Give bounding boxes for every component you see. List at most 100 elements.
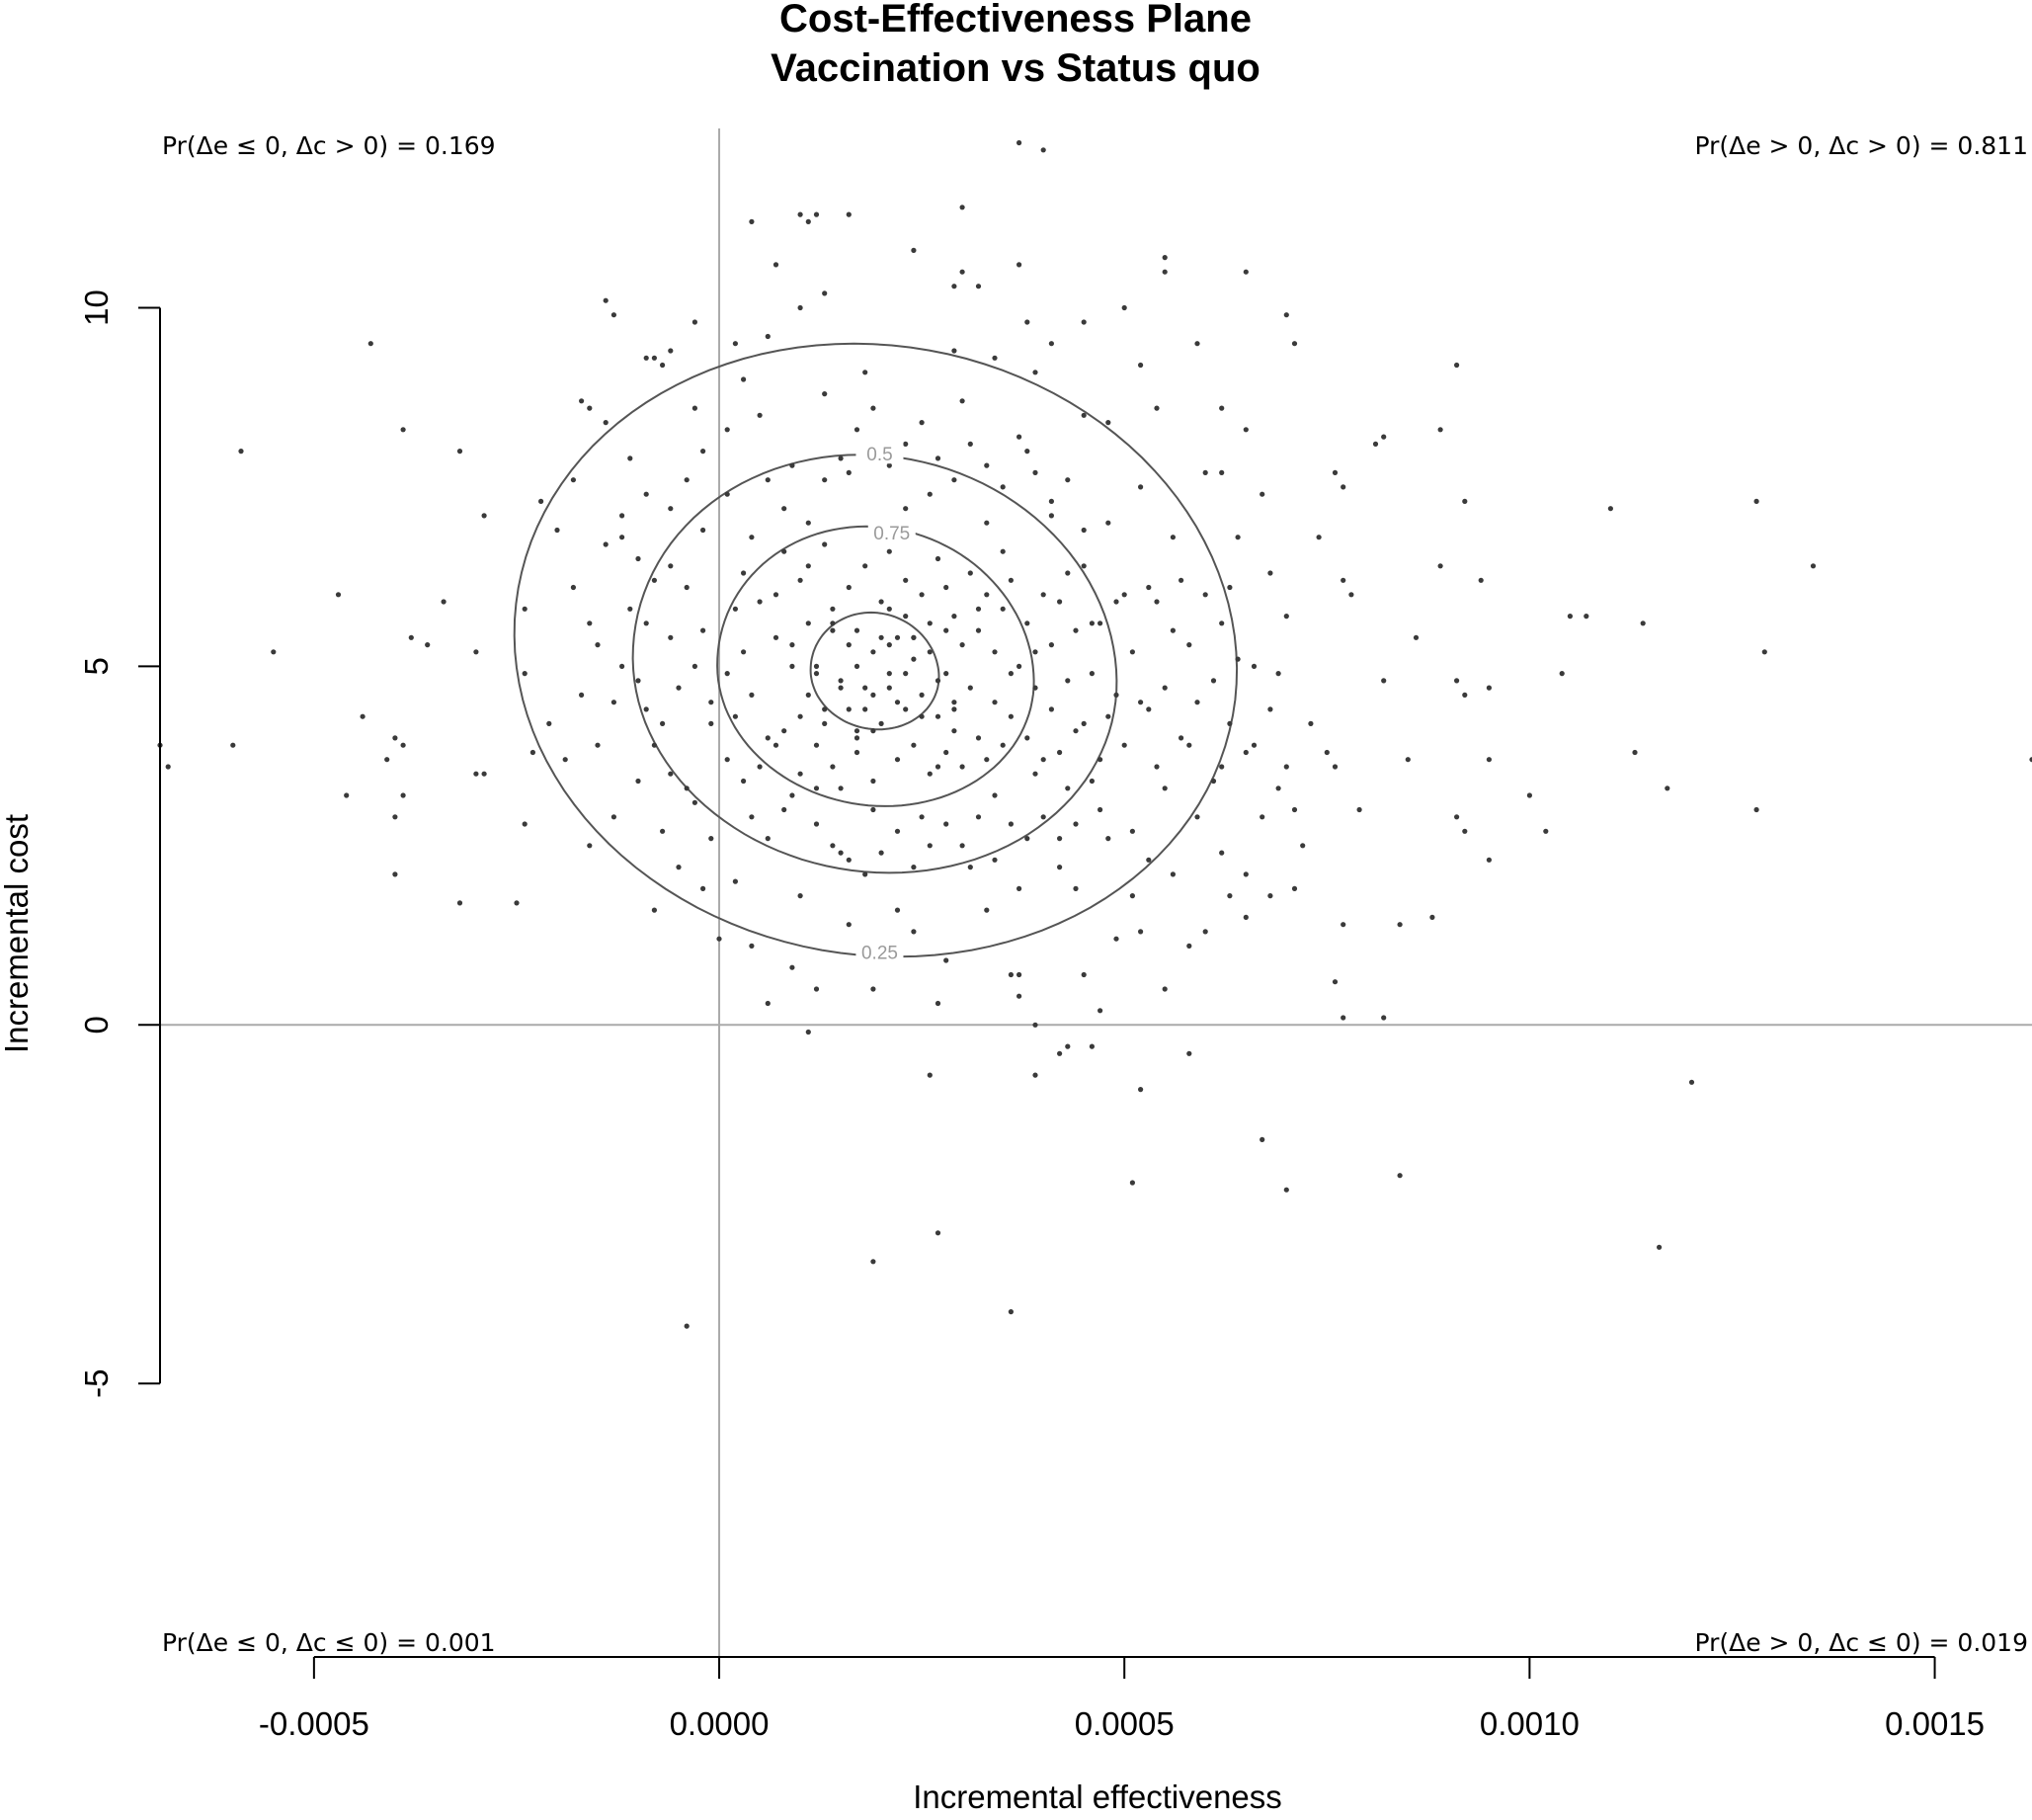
- data-point: [984, 757, 990, 763]
- data-point: [522, 671, 528, 677]
- data-point: [943, 821, 949, 827]
- data-point: [1081, 412, 1087, 418]
- contour-label-bg: [855, 940, 904, 962]
- data-point: [668, 506, 674, 512]
- data-point: [1810, 563, 1817, 569]
- data-point: [627, 606, 633, 612]
- data-point: [862, 706, 868, 712]
- data-point: [660, 362, 666, 369]
- data-point: [1437, 563, 1443, 569]
- data-point: [870, 1259, 876, 1265]
- data-point: [911, 929, 917, 935]
- data-point: [1219, 850, 1225, 856]
- data-point: [805, 692, 811, 699]
- data-point: [1113, 936, 1119, 942]
- data-point: [1251, 742, 1258, 748]
- data-point: [1105, 420, 1111, 426]
- data-point: [700, 627, 706, 633]
- data-point: [1170, 627, 1176, 633]
- data-point: [967, 685, 973, 691]
- data-point: [1146, 584, 1152, 591]
- data-point: [894, 907, 901, 913]
- data-point: [1486, 857, 1492, 863]
- data-point: [1138, 1087, 1144, 1093]
- data-point: [853, 663, 860, 670]
- data-point: [1081, 319, 1087, 325]
- data-point: [554, 527, 560, 534]
- contour-label-bg: [867, 521, 916, 543]
- data-point: [853, 735, 860, 741]
- data-point: [1008, 671, 1014, 677]
- data-point: [830, 627, 836, 633]
- data-point: [1057, 836, 1063, 842]
- data-point: [967, 865, 973, 870]
- data-point: [992, 649, 998, 655]
- data-point: [1753, 806, 1759, 813]
- data-point: [651, 907, 658, 913]
- data-point: [1000, 742, 1006, 748]
- data-point: [1146, 857, 1152, 863]
- data-point: [481, 513, 487, 519]
- data-point: [1016, 993, 1022, 999]
- y-tick-label: 10: [78, 290, 115, 326]
- data-point: [943, 749, 949, 756]
- data-point: [838, 455, 844, 461]
- data-point: [1040, 757, 1046, 763]
- data-point: [870, 692, 876, 699]
- data-point: [967, 441, 973, 447]
- contour-line-0.5: [631, 454, 1118, 874]
- reference-lines: [160, 128, 2032, 1656]
- data-point: [789, 462, 795, 468]
- data-point: [1048, 642, 1054, 648]
- y-tick-label: 0: [78, 1016, 115, 1034]
- data-point: [894, 757, 901, 763]
- data-point: [1243, 427, 1249, 433]
- data-point: [1243, 871, 1249, 877]
- data-point: [1154, 405, 1160, 411]
- data-point: [579, 398, 585, 404]
- data-point: [635, 555, 641, 562]
- quadrant-probabilities: Pr(Δe ≤ 0, Δc > 0) = 0.169 Pr(Δe > 0, Δc …: [162, 131, 2028, 1657]
- data-point: [1129, 893, 1135, 899]
- data-point: [1210, 778, 1217, 785]
- data-point: [935, 1230, 941, 1236]
- x-tick-label: 0.0000: [670, 1705, 770, 1742]
- data-point: [456, 900, 463, 906]
- data-point: [732, 878, 739, 884]
- data-point: [651, 742, 658, 748]
- data-point: [441, 599, 447, 605]
- data-point: [676, 865, 682, 870]
- data-point: [400, 792, 406, 798]
- data-point: [473, 649, 479, 655]
- data-point: [724, 491, 730, 497]
- chart-title: Cost-Effectiveness Plane: [779, 0, 1252, 41]
- data-point: [538, 498, 544, 504]
- data-point: [1275, 786, 1281, 791]
- data-point: [1121, 592, 1127, 598]
- data-point: [1243, 914, 1249, 921]
- x-axis-label: Incremental effectiveness: [913, 1779, 1282, 1815]
- data-point: [384, 757, 390, 763]
- data-point: [919, 814, 925, 820]
- contour-labels: 0.25 0.5 0.75: [855, 442, 916, 964]
- data-point: [927, 649, 933, 655]
- data-point: [691, 799, 698, 805]
- data-point: [635, 678, 641, 684]
- data-point: [870, 986, 876, 992]
- data-point: [886, 671, 892, 677]
- data-point: [1048, 513, 1054, 519]
- x-tick-label: -0.0005: [259, 1705, 369, 1742]
- data-point: [1129, 828, 1135, 834]
- data-point: [481, 771, 487, 777]
- data-point: [1008, 971, 1014, 978]
- y-tick-label: -5: [78, 1369, 115, 1398]
- x-tick-label: 0.0005: [1075, 1705, 1175, 1742]
- data-point: [903, 577, 909, 583]
- data-point: [1235, 535, 1241, 540]
- data-point: [975, 284, 982, 290]
- data-point: [1073, 728, 1079, 734]
- data-point: [732, 713, 739, 719]
- data-point: [741, 376, 747, 382]
- data-point: [1194, 700, 1200, 705]
